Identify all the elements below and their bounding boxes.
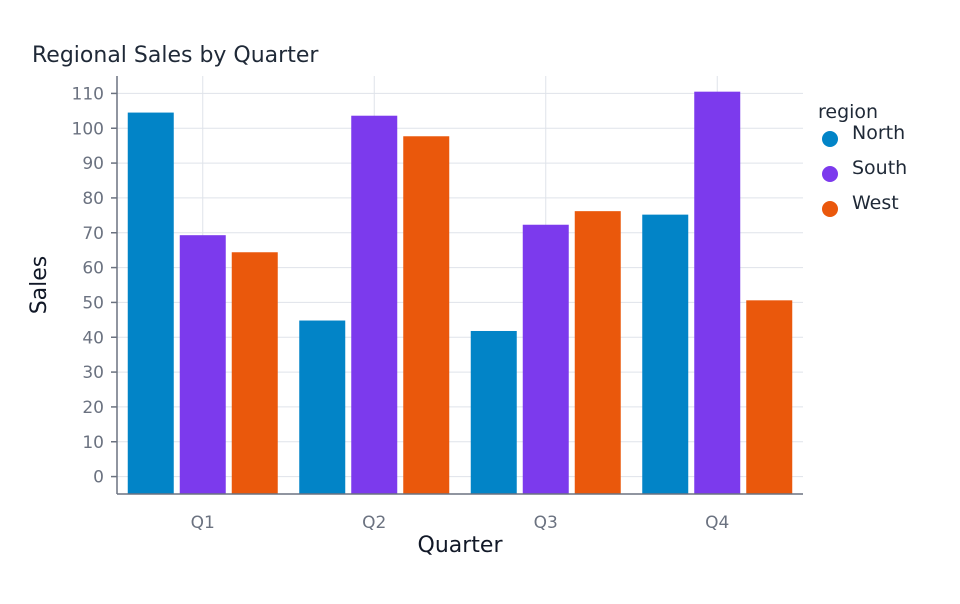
y-tick-label: 50 [82, 293, 104, 313]
tick-labels: 0 10 20 30 40 50 60 70 80 90 100 110 Q1 Q2 Q3 Q4 [72, 84, 730, 533]
legend-label: West [852, 192, 899, 214]
bar-north-q3[interactable] [470, 330, 517, 494]
legend[interactable]: region North South West [818, 101, 907, 217]
legend-swatch [822, 201, 838, 217]
legend-swatch [822, 166, 838, 182]
y-tick-label: 20 [82, 398, 104, 418]
bar-south-q4[interactable] [694, 91, 741, 495]
y-tick-label: 100 [72, 119, 104, 139]
chart-title: Regional Sales by Quarter [32, 43, 319, 68]
x-tick-label: Q1 [191, 513, 215, 533]
bar-south-q1[interactable] [179, 235, 226, 494]
y-tick-label: 0 [93, 468, 104, 488]
x-axis-label: Quarter [418, 533, 504, 558]
bar-south-q2[interactable] [351, 115, 398, 495]
y-tick-label: 90 [82, 154, 104, 174]
y-tick-label: 110 [72, 84, 104, 104]
bar-north-q2[interactable] [299, 320, 346, 494]
bar-west-q2[interactable] [403, 136, 450, 495]
bar-west-q3[interactable] [574, 211, 621, 495]
bars [127, 91, 793, 495]
y-tick-label: 30 [82, 363, 104, 383]
x-tick-label: Q3 [534, 513, 558, 533]
y-tick-label: 60 [82, 259, 104, 279]
bar-north-q1[interactable] [127, 112, 174, 494]
y-tick-label: 80 [82, 189, 104, 209]
legend-item-west[interactable]: West [822, 192, 899, 217]
legend-label: South [852, 157, 907, 179]
y-tick-label: 10 [82, 433, 104, 453]
x-tick-label: Q2 [362, 513, 386, 533]
legend-item-north[interactable]: North [822, 122, 905, 147]
legend-title: region [818, 101, 878, 123]
legend-label: North [852, 122, 905, 144]
bar-west-q1[interactable] [231, 252, 278, 494]
y-tick-label: 40 [82, 328, 104, 348]
y-axis-label: Sales [27, 256, 52, 315]
y-tick-label: 70 [82, 224, 104, 244]
bar-west-q4[interactable] [746, 300, 793, 494]
bar-north-q4[interactable] [642, 214, 689, 495]
x-tick-label: Q4 [705, 513, 729, 533]
legend-item-south[interactable]: South [822, 157, 907, 182]
legend-swatch [822, 131, 838, 147]
axes [111, 76, 803, 495]
bar-south-q3[interactable] [522, 224, 569, 494]
